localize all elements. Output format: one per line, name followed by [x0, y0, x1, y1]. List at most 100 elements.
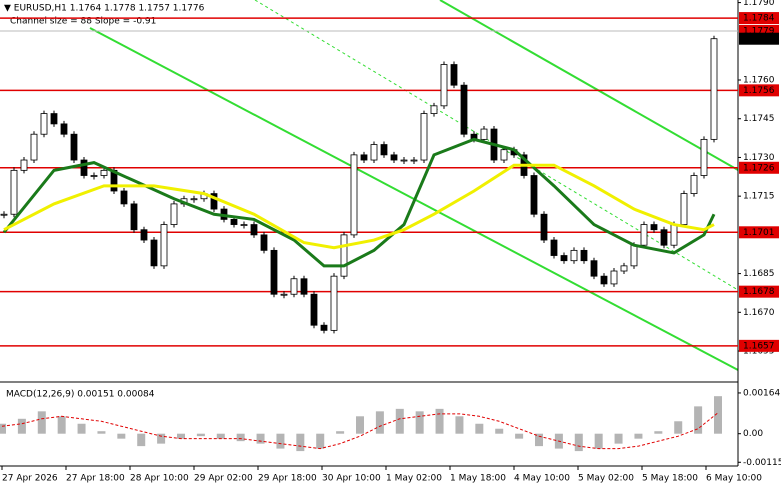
- candle: [610, 270, 618, 285]
- macd-bar: [515, 433, 524, 439]
- candle: [560, 255, 568, 262]
- macd-bar: [177, 433, 185, 439]
- candle: [270, 249, 278, 295]
- chart-subtitle: Channel size = 88 Slope = -0.91: [10, 17, 156, 27]
- macd-bar: [216, 433, 225, 439]
- candle: [90, 175, 98, 177]
- macd-bar: [17, 418, 26, 434]
- x-tick-label: 29 Apr 02:00: [194, 474, 253, 484]
- level-label: 1.1726: [743, 163, 775, 173]
- candle: [370, 144, 378, 161]
- candle: [400, 159, 408, 162]
- macd-bar: [415, 411, 424, 434]
- candle: [380, 144, 388, 156]
- candle: [130, 203, 138, 231]
- candle: [210, 193, 218, 210]
- candle: [430, 105, 438, 114]
- candle: [0, 213, 8, 216]
- macd-bar: [574, 433, 583, 452]
- macd-bar: [97, 431, 106, 434]
- candle: [150, 239, 158, 267]
- candle: [710, 38, 718, 140]
- candle: [260, 234, 268, 251]
- macd-bar: [395, 408, 404, 434]
- x-tick-label: 1 May 02:00: [386, 474, 442, 484]
- candle: [540, 213, 548, 241]
- candle: [440, 64, 448, 107]
- level-label-box: [739, 84, 779, 97]
- x-tick-label: 27 Apr 2026: [2, 474, 58, 484]
- ask-label: 1.1779: [743, 26, 775, 36]
- candle: [600, 275, 608, 285]
- candle: [570, 249, 578, 262]
- x-tick-label: 5 May 18:00: [642, 474, 698, 484]
- candle: [700, 138, 708, 176]
- macd-bar: [316, 433, 325, 449]
- x-tick-label: 5 May 02:00: [578, 474, 634, 484]
- channel-midline: [254, 0, 738, 291]
- y-tick-label: 0.00: [743, 429, 763, 439]
- moving-average: [3, 163, 715, 250]
- candle: [350, 154, 358, 236]
- plot-area: [0, 17, 738, 347]
- macd-bar: [694, 406, 703, 434]
- candle: [160, 224, 168, 267]
- macd-bar: [495, 428, 504, 434]
- candle: [680, 193, 688, 225]
- candle: [580, 249, 588, 262]
- candle: [450, 64, 458, 86]
- macd-bar: [276, 433, 285, 449]
- macd-bar: [714, 396, 722, 434]
- level-label: 1.1657: [743, 341, 775, 351]
- candle: [120, 190, 128, 205]
- macd-bar: [475, 423, 484, 434]
- candle: [40, 113, 48, 135]
- x-tick-label: 27 Apr 18:00: [66, 474, 125, 484]
- macd-bar: [117, 433, 126, 439]
- candle: [390, 154, 398, 161]
- level-label-box: [739, 12, 779, 25]
- candle: [340, 234, 348, 277]
- y-tick-label: -0.00115: [743, 458, 781, 468]
- candle: [530, 175, 538, 215]
- candle: [250, 224, 258, 236]
- macd-bar: [37, 411, 46, 434]
- macd-title: MACD(12,26,9) 0.00151 0.00084: [6, 390, 155, 400]
- y-tick-label: 1.1730: [743, 153, 775, 163]
- candle: [660, 229, 668, 246]
- candle: [590, 260, 598, 277]
- candle: [190, 198, 198, 201]
- candle: [670, 224, 678, 246]
- macd-bar: [236, 433, 245, 442]
- candle: [300, 278, 308, 295]
- y-tick-label: 1.1760: [743, 76, 775, 86]
- x-tick-label: 29 Apr 18:00: [258, 474, 317, 484]
- candle: [70, 133, 78, 161]
- candle: [410, 159, 418, 162]
- candle: [10, 169, 18, 215]
- macd-signal: [1, 412, 719, 450]
- macd-bar: [674, 421, 683, 434]
- candle: [280, 293, 288, 296]
- candle: [480, 128, 488, 140]
- candle: [360, 154, 368, 161]
- x-tick-label: 28 Apr 10:00: [130, 474, 189, 484]
- level-label-box: [739, 226, 779, 239]
- y-tick-label: 1.1790: [743, 0, 775, 8]
- candle: [100, 169, 108, 176]
- candle: [500, 149, 508, 161]
- candle: [690, 175, 698, 194]
- macd-bar: [375, 411, 384, 434]
- candle: [230, 218, 238, 225]
- x-tick-label: 1 May 18:00: [450, 474, 506, 484]
- macd-bar: [614, 433, 623, 444]
- level-label-box: [739, 339, 779, 352]
- macd-bar: [594, 433, 603, 449]
- macd-bar: [137, 433, 146, 447]
- macd-bar: [256, 433, 265, 444]
- channel-line: [439, 0, 738, 171]
- macd-bar: [296, 433, 305, 452]
- candle: [630, 244, 638, 267]
- macd-bar: [196, 433, 205, 437]
- candle: [650, 224, 658, 231]
